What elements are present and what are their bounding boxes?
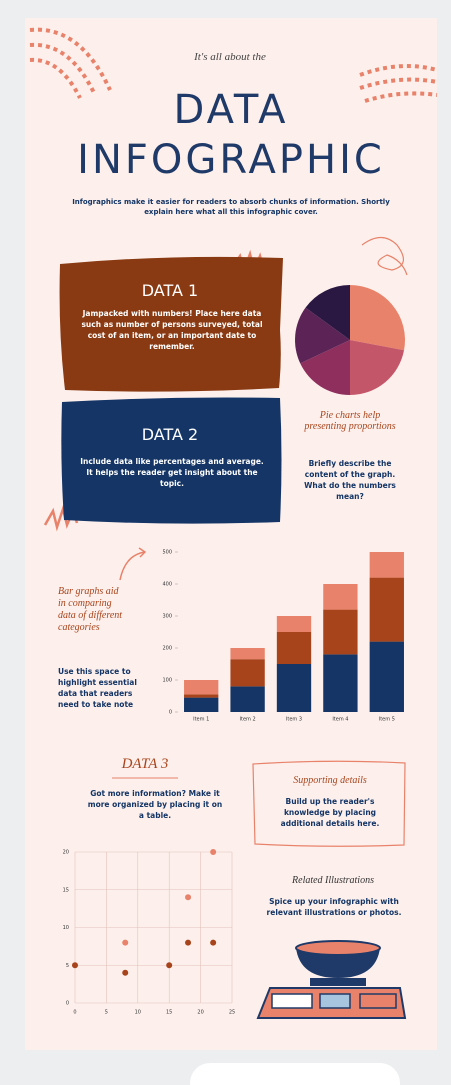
data1-body: Jampacked with numbers! Place here data … <box>81 309 263 351</box>
scale-display <box>271 993 313 1009</box>
kicker: It's all about the <box>194 51 266 63</box>
bar-segment <box>230 686 265 712</box>
bar-segment <box>323 654 358 712</box>
supporting-box <box>252 760 406 847</box>
bar-segment <box>369 552 404 578</box>
data3-body: Got more information? Make it more organ… <box>87 789 223 820</box>
title-line: INFOGRAPHIC <box>77 137 385 183</box>
illustration <box>256 940 407 1019</box>
decor-arc <box>359 64 438 77</box>
title-line: DATA <box>173 87 289 133</box>
scatter-point <box>210 849 217 855</box>
decor-arc <box>364 91 438 103</box>
x-tick-label: 10 <box>135 1010 141 1016</box>
bowl-rim <box>295 940 381 956</box>
x-tick-label: 5 <box>105 1010 108 1016</box>
supporting-body: Build up the reader's knowledge by placi… <box>280 797 380 828</box>
illustrations-title: Related Illustrations <box>292 875 374 886</box>
x-tick-label: Item 2 <box>240 717 256 723</box>
data2-box <box>61 397 282 524</box>
y-tick-label: 15 <box>63 887 69 893</box>
bar-segment <box>230 648 265 660</box>
scatter-point <box>185 939 192 946</box>
bowl <box>296 948 380 978</box>
scatter-point <box>166 962 173 969</box>
infographic-card <box>25 18 437 1050</box>
y-tick-label: 0 <box>66 1001 69 1007</box>
scatter-point <box>72 962 78 969</box>
y-tick-label: 20 <box>63 850 69 856</box>
bar-segment <box>276 664 312 712</box>
intro: Infographics make it easier for readers … <box>72 198 390 216</box>
bar-note-body: Use this space to highlight essential da… <box>58 667 137 709</box>
y-tick-label: 0 <box>169 710 172 716</box>
data1-box <box>59 256 283 392</box>
data3-title: DATA 3 <box>121 756 169 772</box>
bottom-tab <box>190 1063 400 1085</box>
x-tick-label: Item 5 <box>379 717 395 723</box>
y-tick-label: 5 <box>66 963 69 969</box>
decor-loop <box>361 236 408 276</box>
bar-segment <box>323 609 358 655</box>
x-tick-label: 20 <box>197 1010 203 1016</box>
data2-title: DATA 2 <box>141 425 199 444</box>
decor-arcs <box>29 27 438 103</box>
bar-segment <box>369 641 404 712</box>
bar-segment <box>276 616 312 632</box>
bar-segment <box>323 584 358 610</box>
bar-segment <box>184 694 219 698</box>
y-tick-label: 500 <box>162 550 172 556</box>
illustrations-body: Spice up your infographic with relevant … <box>266 897 402 917</box>
pie-slice <box>295 307 350 364</box>
scale-panel <box>359 993 397 1009</box>
x-tick-label: Item 1 <box>193 717 209 723</box>
bar-note-heading: Bar graphs aid in comparing data of diff… <box>58 586 123 633</box>
y-tick-label: 400 <box>162 582 172 588</box>
pie-note-heading: Pie charts help presenting proportions <box>304 410 396 432</box>
decor-arc <box>359 77 438 90</box>
scatter-point <box>122 939 129 946</box>
pie-note-body: Briefly describe the content of the grap… <box>304 459 396 501</box>
x-tick-label: Item 4 <box>332 717 348 723</box>
y-tick-label: 200 <box>162 646 172 652</box>
bar-segment <box>369 577 404 642</box>
x-tick-label: 25 <box>229 1010 235 1016</box>
pie-slice <box>350 285 405 351</box>
scatter-point <box>210 939 217 946</box>
y-tick-label: 100 <box>162 678 172 684</box>
decor-arrow <box>119 547 147 581</box>
decor-arc <box>29 57 82 99</box>
data2-body: Include data like percentages and averag… <box>80 457 264 488</box>
data1-title: DATA 1 <box>141 281 199 300</box>
y-tick-label: 300 <box>162 614 172 620</box>
bar-segment <box>230 659 265 687</box>
y-tick-label: 10 <box>63 925 69 931</box>
decor-arc <box>29 27 112 91</box>
x-tick-label: Item 3 <box>286 717 302 723</box>
bar-segment <box>184 680 219 695</box>
pie-slice <box>300 340 350 395</box>
supporting-title: Supporting details <box>293 775 367 786</box>
scale-panel <box>319 993 351 1009</box>
pie-slice <box>305 285 350 340</box>
bar-segment <box>184 697 219 712</box>
x-tick-label: 0 <box>73 1010 76 1016</box>
scatter-point <box>122 969 129 976</box>
bar-segment <box>276 632 312 664</box>
pie-slice <box>350 340 405 395</box>
scatter-point <box>185 894 192 901</box>
x-tick-label: 15 <box>166 1010 172 1016</box>
scale-stem <box>310 978 366 986</box>
